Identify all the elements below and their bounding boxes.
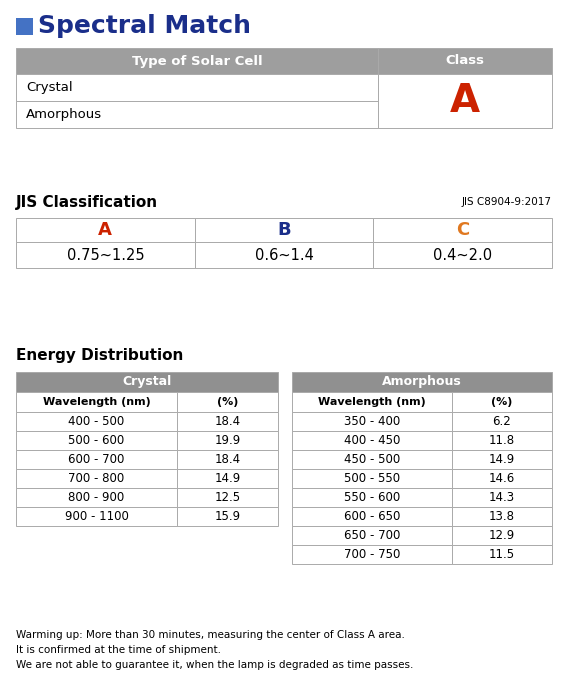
Text: 650 - 700: 650 - 700 [344, 529, 400, 542]
Text: 12.5: 12.5 [215, 491, 241, 504]
Bar [16, 392, 177, 412]
Bar [16, 101, 378, 128]
Text: Energy Distribution: Energy Distribution [16, 348, 183, 363]
Text: 400 - 450: 400 - 450 [344, 434, 400, 447]
Bar [16, 431, 177, 450]
Bar [452, 431, 552, 450]
Text: 12.9: 12.9 [489, 529, 515, 542]
Text: 18.4: 18.4 [215, 415, 241, 428]
Text: 15.9: 15.9 [215, 510, 241, 523]
Bar [378, 48, 552, 74]
Text: Wavelength (nm): Wavelength (nm) [43, 397, 151, 407]
Bar [452, 450, 552, 469]
Bar [452, 545, 552, 564]
Text: 13.8: 13.8 [489, 510, 515, 523]
Text: 500 - 550: 500 - 550 [344, 472, 400, 485]
Text: 400 - 500: 400 - 500 [68, 415, 125, 428]
Bar [292, 412, 452, 431]
Text: 450 - 500: 450 - 500 [344, 453, 400, 466]
Text: A: A [98, 221, 112, 239]
Text: Wavelength (nm): Wavelength (nm) [318, 397, 426, 407]
Bar [16, 18, 33, 35]
Text: 800 - 900: 800 - 900 [68, 491, 125, 504]
Bar [373, 242, 552, 268]
Text: B: B [277, 221, 291, 239]
Bar [292, 526, 452, 545]
Bar [452, 488, 552, 507]
Text: JIS Classification: JIS Classification [16, 195, 158, 210]
Text: Crystal: Crystal [122, 376, 172, 389]
Bar [16, 242, 195, 268]
Bar [16, 507, 177, 526]
Text: 6.2: 6.2 [492, 415, 511, 428]
Bar [452, 392, 552, 412]
Bar [16, 412, 177, 431]
Bar [16, 469, 177, 488]
Text: Amorphous: Amorphous [382, 376, 462, 389]
Bar [177, 431, 278, 450]
Bar [292, 392, 452, 412]
Bar [373, 218, 552, 242]
Bar [177, 507, 278, 526]
Text: 11.5: 11.5 [489, 548, 515, 561]
Text: Amorphous: Amorphous [26, 108, 102, 121]
Text: 700 - 800: 700 - 800 [68, 472, 125, 485]
Bar [16, 372, 278, 392]
Text: 600 - 650: 600 - 650 [344, 510, 400, 523]
Text: 14.3: 14.3 [489, 491, 515, 504]
Bar [452, 412, 552, 431]
Text: 900 - 1100: 900 - 1100 [65, 510, 128, 523]
Text: It is confirmed at the time of shipment.: It is confirmed at the time of shipment. [16, 645, 221, 655]
Text: C: C [456, 221, 469, 239]
Bar [16, 488, 177, 507]
Text: 350 - 400: 350 - 400 [344, 415, 400, 428]
Bar [292, 469, 452, 488]
Text: Type of Solar Cell: Type of Solar Cell [132, 55, 262, 68]
Bar [177, 392, 278, 412]
Text: Spectral Match: Spectral Match [38, 14, 251, 38]
Bar [292, 507, 452, 526]
Text: We are not able to guarantee it, when the lamp is degraded as time passes.: We are not able to guarantee it, when th… [16, 660, 414, 670]
Bar [177, 469, 278, 488]
Text: 11.8: 11.8 [489, 434, 515, 447]
Text: 14.6: 14.6 [489, 472, 515, 485]
Bar [177, 450, 278, 469]
Bar [292, 431, 452, 450]
Bar [292, 488, 452, 507]
Bar [452, 507, 552, 526]
Text: Crystal: Crystal [26, 81, 73, 94]
Text: 19.9: 19.9 [215, 434, 241, 447]
Text: 550 - 600: 550 - 600 [344, 491, 400, 504]
Bar [292, 450, 452, 469]
Bar [177, 488, 278, 507]
Bar [16, 450, 177, 469]
Text: Class: Class [445, 55, 485, 68]
Bar [292, 372, 552, 392]
Text: 600 - 700: 600 - 700 [68, 453, 125, 466]
Text: A: A [450, 82, 480, 120]
Bar [452, 526, 552, 545]
Bar [16, 218, 195, 242]
Text: 0.6~1.4: 0.6~1.4 [254, 248, 314, 263]
Bar [177, 412, 278, 431]
Text: (%): (%) [217, 397, 238, 407]
Text: 500 - 600: 500 - 600 [68, 434, 125, 447]
Text: (%): (%) [491, 397, 513, 407]
Bar [378, 74, 552, 128]
Text: 0.4~2.0: 0.4~2.0 [433, 248, 492, 263]
Text: JIS C8904-9:2017: JIS C8904-9:2017 [462, 197, 552, 207]
Bar [292, 545, 452, 564]
Text: 14.9: 14.9 [489, 453, 515, 466]
Text: 700 - 750: 700 - 750 [344, 548, 400, 561]
Text: Warming up: More than 30 minutes, measuring the center of Class A area.: Warming up: More than 30 minutes, measur… [16, 630, 405, 640]
Bar [195, 242, 373, 268]
Bar [16, 74, 378, 101]
Bar [16, 48, 378, 74]
Text: 0.75~1.25: 0.75~1.25 [66, 248, 144, 263]
Text: 18.4: 18.4 [215, 453, 241, 466]
Bar [195, 218, 373, 242]
Text: 14.9: 14.9 [215, 472, 241, 485]
Bar [452, 469, 552, 488]
